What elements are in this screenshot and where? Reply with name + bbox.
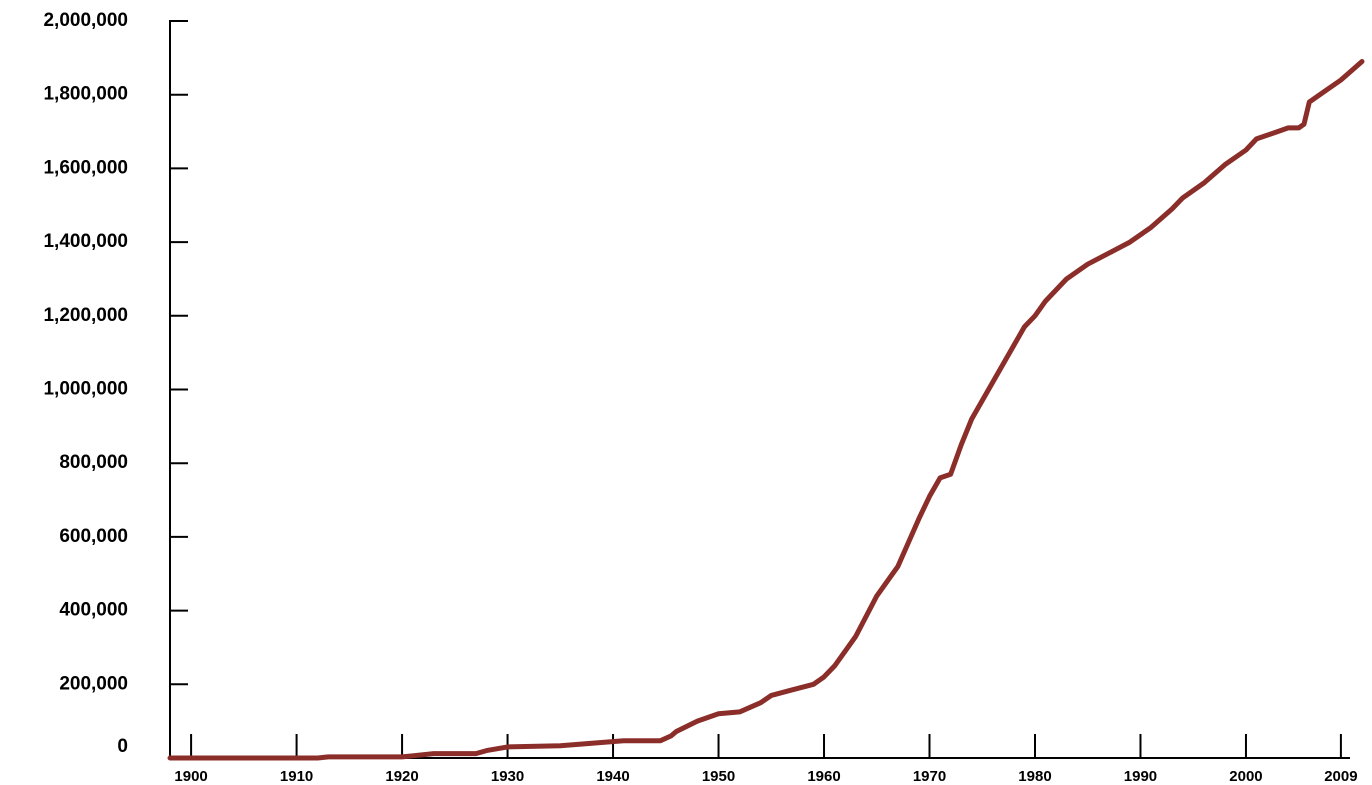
x-tick-label: 1920 bbox=[385, 768, 418, 785]
x-tick-label: 1980 bbox=[1018, 768, 1051, 785]
series-layer bbox=[167, 59, 1365, 761]
x-tick-label: 1970 bbox=[913, 768, 946, 785]
y-tick-label: 0 bbox=[117, 736, 128, 757]
series-line bbox=[167, 59, 1365, 761]
y-axis-ticks: 0 200,000 400,000 600,000 800,000 1,000,000 1,… bbox=[43, 10, 188, 757]
y-tick-label: 1,000,000 bbox=[43, 379, 128, 400]
y-tick-label: 1,200,000 bbox=[43, 305, 128, 326]
y-tick-label: 800,000 bbox=[59, 452, 128, 473]
x-tick-label: 1900 bbox=[174, 768, 207, 785]
x-tick-label: 1960 bbox=[807, 768, 840, 785]
x-tick-label: 1990 bbox=[1124, 768, 1157, 785]
y-tick-label: 600,000 bbox=[59, 526, 128, 547]
y-tick-label: 2,000,000 bbox=[43, 10, 128, 31]
y-tick-label: 1,600,000 bbox=[43, 157, 128, 178]
y-tick-label: 200,000 bbox=[59, 673, 128, 694]
x-tick-label: 1940 bbox=[596, 768, 629, 785]
y-tick-label: 1,400,000 bbox=[43, 231, 128, 252]
x-tick-label: 2009 bbox=[1324, 768, 1357, 785]
y-tick-label: 400,000 bbox=[59, 600, 128, 621]
x-tick-label: 1930 bbox=[491, 768, 524, 785]
y-tick-label: 1,800,000 bbox=[43, 84, 128, 105]
x-axis-ticks: 1900 1910 1920 1930 1940 1950 1960 1970 1980 1990… bbox=[174, 734, 1358, 785]
x-tick-label: 1910 bbox=[280, 768, 313, 785]
x-tick-label: 2000 bbox=[1229, 768, 1262, 785]
x-tick-label: 1950 bbox=[702, 768, 735, 785]
